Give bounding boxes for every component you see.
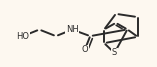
Text: HO: HO xyxy=(16,32,30,41)
Text: O: O xyxy=(81,45,88,54)
Text: NH: NH xyxy=(66,25,79,34)
Text: S: S xyxy=(112,48,117,57)
